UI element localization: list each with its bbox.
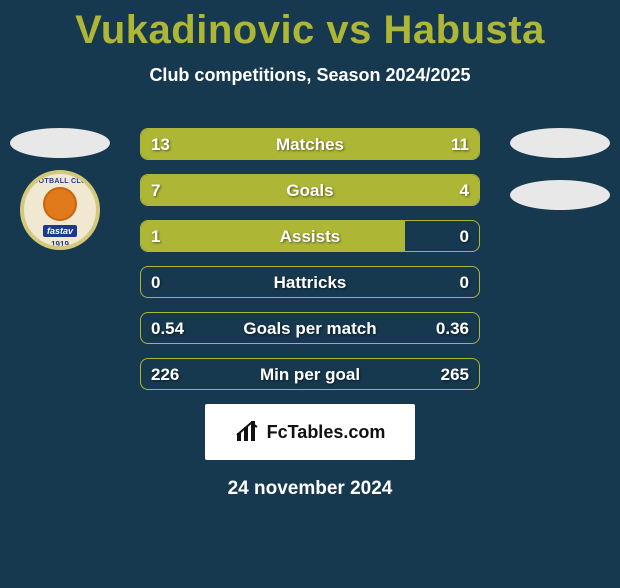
bar-row: 10Assists	[140, 220, 480, 252]
ball-icon	[43, 187, 77, 221]
bar-label: Hattricks	[141, 267, 479, 298]
bar-label: Assists	[141, 221, 479, 252]
bar-row: 1311Matches	[140, 128, 480, 160]
bar-label: Min per goal	[141, 359, 479, 390]
brand-box: FcTables.com	[205, 404, 415, 460]
player-right-oval-2	[510, 180, 610, 210]
bar-row: 74Goals	[140, 174, 480, 206]
player-left-oval	[10, 128, 110, 158]
date-text: 24 november 2024	[0, 478, 620, 500]
bar-label: Goals per match	[141, 313, 479, 344]
page-title: Vukadinovic vs Habusta	[0, 8, 620, 53]
bar-row: 0.540.36Goals per match	[140, 312, 480, 344]
bar-row: 226265Min per goal	[140, 358, 480, 390]
badge-name: fastav	[43, 225, 77, 237]
comparison-bars: 1311Matches 74Goals 10Assists 00Hattricks 0.…	[140, 128, 480, 390]
page-subtitle: Club competitions, Season 2024/2025	[0, 65, 620, 86]
bar-label: Matches	[141, 129, 479, 160]
brand-text: FcTables.com	[267, 422, 386, 443]
bar-row: 00Hattricks	[140, 266, 480, 298]
bar-label: Goals	[141, 175, 479, 206]
club-badge-left: FOOTBALL CLUB fastav 1919	[20, 170, 100, 250]
badge-year: 1919	[24, 240, 96, 249]
badge-top-text: FOOTBALL CLUB	[24, 178, 96, 185]
brand-chart-icon	[235, 421, 261, 443]
player-right-oval-1	[510, 128, 610, 158]
